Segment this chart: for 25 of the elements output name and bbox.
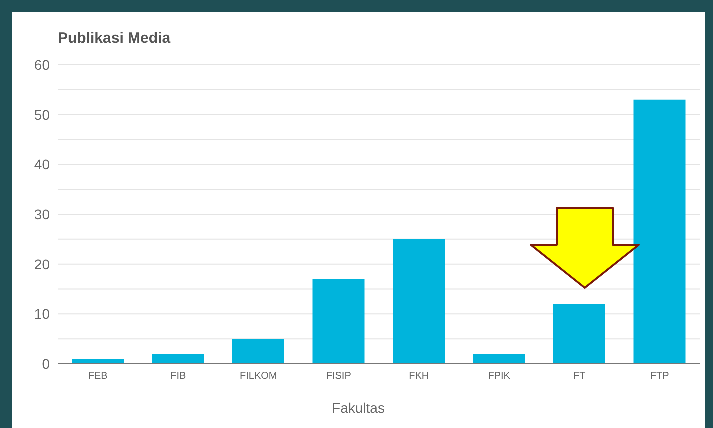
x-tick-label: FKH (409, 371, 430, 382)
chart-title: Publikasi Media (58, 30, 171, 47)
x-tick-label: FTP (650, 371, 670, 382)
x-tick-label: FT (574, 371, 586, 382)
bar (312, 279, 365, 364)
bar (634, 100, 686, 364)
x-tick-label: FIB (170, 371, 186, 382)
y-tick-label: 50 (34, 106, 50, 123)
bar (232, 339, 284, 364)
y-tick-label: 0 (42, 356, 50, 372)
x-tick-label: FISIP (326, 371, 352, 382)
y-tick-label: 60 (34, 56, 50, 73)
x-tick-label: FPIK (488, 371, 511, 382)
bar (72, 359, 124, 364)
x-tick-label: FEB (88, 371, 108, 382)
x-tick-label: FILKOM (240, 371, 278, 382)
y-tick-label: 10 (34, 306, 50, 322)
bar (393, 239, 445, 364)
y-tick-label: 30 (34, 206, 50, 222)
bar (473, 354, 526, 364)
y-tick-label: 40 (34, 156, 50, 173)
x-axis-title: Fakultas (331, 400, 386, 416)
bar (554, 304, 606, 364)
bar (152, 354, 204, 364)
y-tick-label: 20 (34, 256, 50, 272)
